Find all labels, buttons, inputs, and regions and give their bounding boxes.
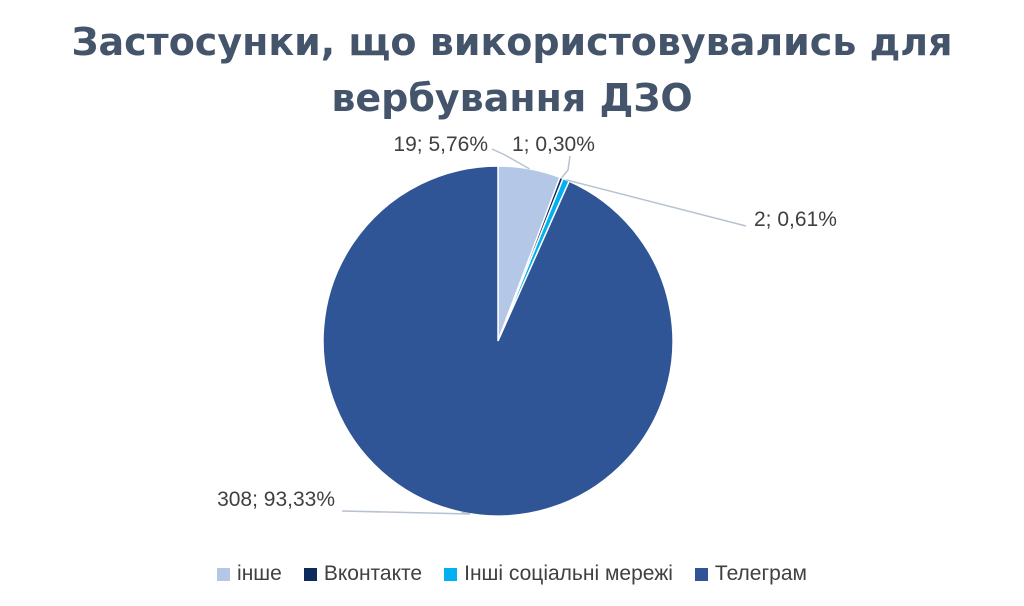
legend-label-vkontakte: Вконтакте: [323, 562, 423, 585]
legend-swatch-other-social: [444, 567, 458, 581]
data-label-vkontakte: 1; 0,30%: [512, 133, 595, 156]
legend-item-other: інше: [217, 562, 282, 586]
leader-line: [565, 179, 747, 227]
data-label-telegram: 308; 93,33%: [217, 488, 335, 511]
legend-item-telegram: Телеграм: [694, 562, 807, 586]
leader-lines: [341, 148, 747, 515]
legend-item-other-social: Інші соціальні мережі: [444, 562, 673, 586]
leader-line: [560, 155, 571, 179]
leader-line: [341, 510, 471, 515]
chart-title-line-2: вербування ДЗО: [331, 76, 693, 120]
data-labels: 19; 5,76% 1; 0,30% 2; 0,61% 308; 93,33%: [217, 133, 837, 511]
data-label-other-social: 2; 0,61%: [754, 208, 837, 231]
chart-title: Застосунки, що використовувались для вер…: [0, 14, 1024, 126]
legend-label-other-social: Інші соціальні мережі: [464, 562, 673, 585]
legend-item-vkontakte: Вконтакте: [303, 562, 423, 586]
chart-title-line-1: Застосунки, що використовувались для: [71, 20, 953, 64]
legend: інше Вконтакте Інші соціальні мережі Тел…: [0, 562, 1024, 586]
legend-label-other: інше: [237, 562, 282, 585]
leader-line: [491, 148, 530, 170]
legend-swatch-vkontakte: [303, 567, 317, 581]
pie-slices: [322, 165, 674, 517]
pie-slice-telegram: [322, 165, 674, 517]
data-label-other: 19; 5,76%: [393, 133, 488, 156]
legend-label-telegram: Телеграм: [714, 562, 807, 585]
legend-swatch-other: [217, 567, 231, 581]
legend-swatch-telegram: [694, 567, 708, 581]
